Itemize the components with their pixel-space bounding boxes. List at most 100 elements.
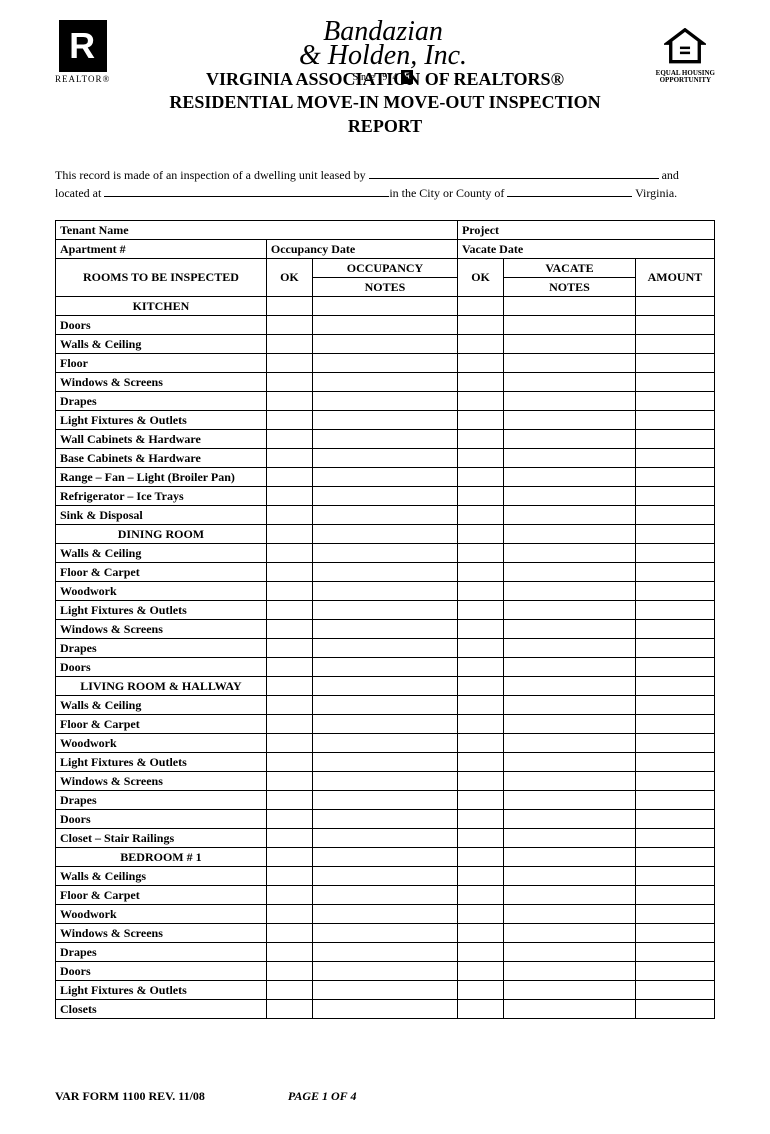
blank-located-at[interactable] [104,196,389,197]
empty-cell[interactable] [635,297,714,316]
occupancy-notes-cell[interactable] [313,962,458,981]
empty-cell[interactable] [504,677,636,696]
occupancy-notes-cell[interactable] [313,449,458,468]
vacate-notes-cell[interactable] [504,582,636,601]
empty-cell[interactable] [457,848,503,867]
occupancy-notes-cell[interactable] [313,601,458,620]
ok-cell[interactable] [457,810,503,829]
ok-cell[interactable] [457,582,503,601]
empty-cell[interactable] [266,525,312,544]
empty-cell[interactable] [313,848,458,867]
ok-cell[interactable] [457,962,503,981]
occupancy-notes-cell[interactable] [313,354,458,373]
vacate-notes-cell[interactable] [504,373,636,392]
ok-cell[interactable] [266,411,312,430]
ok-cell[interactable] [457,791,503,810]
occupancy-notes-cell[interactable] [313,506,458,525]
ok-cell[interactable] [266,354,312,373]
vacate-notes-cell[interactable] [504,696,636,715]
occupancy-notes-cell[interactable] [313,867,458,886]
empty-cell[interactable] [635,848,714,867]
amount-cell[interactable] [635,468,714,487]
occupancy-notes-cell[interactable] [313,981,458,1000]
ok-cell[interactable] [266,924,312,943]
vacate-notes-cell[interactable] [504,715,636,734]
occupancy-notes-cell[interactable] [313,544,458,563]
ok-cell[interactable] [457,601,503,620]
amount-cell[interactable] [635,487,714,506]
vacate-notes-cell[interactable] [504,411,636,430]
amount-cell[interactable] [635,962,714,981]
vacate-notes-cell[interactable] [504,620,636,639]
vacate-notes-cell[interactable] [504,924,636,943]
amount-cell[interactable] [635,715,714,734]
amount-cell[interactable] [635,810,714,829]
occupancy-notes-cell[interactable] [313,715,458,734]
occupancy-notes-cell[interactable] [313,487,458,506]
occupancy-notes-cell[interactable] [313,753,458,772]
ok-cell[interactable] [266,601,312,620]
occupancy-notes-cell[interactable] [313,658,458,677]
amount-cell[interactable] [635,620,714,639]
vacate-notes-cell[interactable] [504,1000,636,1019]
ok-cell[interactable] [266,506,312,525]
empty-cell[interactable] [457,297,503,316]
occupancy-notes-cell[interactable] [313,335,458,354]
amount-cell[interactable] [635,316,714,335]
occupancy-notes-cell[interactable] [313,772,458,791]
occupancy-notes-cell[interactable] [313,905,458,924]
vacate-notes-cell[interactable] [504,791,636,810]
amount-cell[interactable] [635,886,714,905]
ok-cell[interactable] [457,487,503,506]
occupancy-notes-cell[interactable] [313,924,458,943]
vacate-notes-cell[interactable] [504,430,636,449]
ok-cell[interactable] [457,316,503,335]
occupancy-notes-cell[interactable] [313,734,458,753]
occupancy-notes-cell[interactable] [313,886,458,905]
ok-cell[interactable] [266,563,312,582]
ok-cell[interactable] [266,316,312,335]
vacate-notes-cell[interactable] [504,772,636,791]
ok-cell[interactable] [266,715,312,734]
occupancy-notes-cell[interactable] [313,316,458,335]
ok-cell[interactable] [266,962,312,981]
ok-cell[interactable] [457,658,503,677]
ok-cell[interactable] [266,810,312,829]
vacate-notes-cell[interactable] [504,905,636,924]
amount-cell[interactable] [635,905,714,924]
vacate-notes-cell[interactable] [504,829,636,848]
vacate-notes-cell[interactable] [504,354,636,373]
vacate-notes-cell[interactable] [504,563,636,582]
occupancy-notes-cell[interactable] [313,620,458,639]
occupancy-notes-cell[interactable] [313,696,458,715]
ok-cell[interactable] [457,373,503,392]
ok-cell[interactable] [266,658,312,677]
ok-cell[interactable] [266,905,312,924]
amount-cell[interactable] [635,867,714,886]
blank-city-county[interactable] [507,196,632,197]
ok-cell[interactable] [457,886,503,905]
empty-cell[interactable] [266,848,312,867]
ok-cell[interactable] [457,449,503,468]
amount-cell[interactable] [635,335,714,354]
amount-cell[interactable] [635,696,714,715]
amount-cell[interactable] [635,772,714,791]
amount-cell[interactable] [635,924,714,943]
amount-cell[interactable] [635,1000,714,1019]
ok-cell[interactable] [457,335,503,354]
amount-cell[interactable] [635,639,714,658]
ok-cell[interactable] [266,373,312,392]
occupancy-notes-cell[interactable] [313,411,458,430]
amount-cell[interactable] [635,791,714,810]
vacate-notes-cell[interactable] [504,506,636,525]
empty-cell[interactable] [313,677,458,696]
vacate-notes-cell[interactable] [504,658,636,677]
ok-cell[interactable] [457,734,503,753]
ok-cell[interactable] [266,620,312,639]
ok-cell[interactable] [266,981,312,1000]
ok-cell[interactable] [457,639,503,658]
vacate-notes-cell[interactable] [504,639,636,658]
ok-cell[interactable] [457,696,503,715]
vacate-notes-cell[interactable] [504,886,636,905]
vacate-notes-cell[interactable] [504,753,636,772]
